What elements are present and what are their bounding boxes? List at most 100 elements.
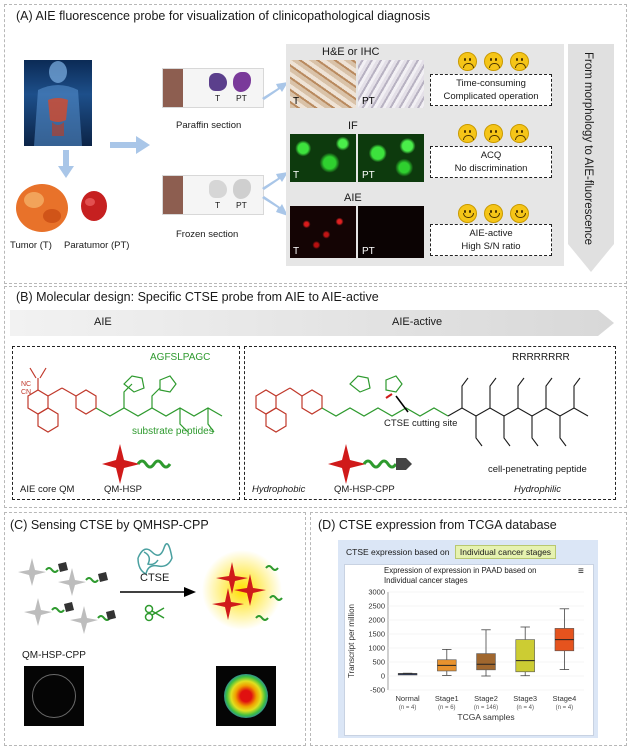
x-count-label: (n = 6) (438, 705, 456, 711)
aie-pt-tag: PT (362, 246, 375, 257)
y-tick-label: 1500 (368, 630, 385, 639)
paraffin-tumor-tissue (209, 73, 227, 91)
paraffin-pt-label: PT (236, 93, 247, 103)
banner-aie-active: AIE-active (392, 316, 443, 328)
morphology-to-aie-text: From morphology to AIE-fluorescence (582, 52, 594, 246)
ctse-cutting-site-label: CTSE cutting site (384, 418, 458, 429)
qm-hsp-label: QM-HSP (104, 484, 142, 495)
qm-hsp-structure: NC CN (21, 367, 223, 433)
panel-b-title: (B) Molecular design: Specific CTSE prob… (16, 290, 379, 304)
hydrophobic-label: Hydrophobic (252, 484, 306, 495)
qm-hsp-cpp-c-label: QM-HSP-CPP (22, 650, 86, 661)
x-category-label: Stage3 (513, 694, 537, 703)
y-tick-label: 3000 (368, 588, 385, 597)
sad-face-icon (458, 124, 477, 143)
he-tumor-image: T (290, 60, 356, 108)
if-line2: No discrimination (454, 163, 528, 174)
y-tick-label: 0 (381, 672, 385, 681)
body-figure-icon (34, 61, 82, 146)
tcga-boxplot: 3000 2500 2000 1500 1000 500 0 -500 Transcript p… (347, 588, 584, 722)
y-tick-label: 2500 (368, 602, 385, 611)
down-arrow-icon (58, 150, 74, 178)
if-pt-tag: PT (362, 170, 375, 181)
if-line1: ACQ (480, 150, 502, 161)
he-pt-tag: PT (362, 96, 375, 107)
tcga-header: CTSE expression based on Individual canc… (346, 544, 557, 560)
aie-design-box (12, 346, 240, 500)
arrow-to-he-icon (262, 82, 288, 100)
x-count-label: (n = 146) (474, 705, 498, 711)
ctse-enzyme-icon (137, 543, 173, 576)
if-method-label: IF (348, 120, 358, 132)
tumor-label: Tumor (T) (10, 240, 52, 251)
svg-text:NC: NC (21, 381, 31, 388)
he-line2: Complicated operation (443, 91, 539, 102)
aie-advantage-box: AIE-active High S/N ratio (430, 224, 552, 256)
aie-tumor-image: T (290, 206, 356, 258)
if-tumor-image: T (290, 134, 356, 182)
tcga-menu-icon[interactable]: ≡ (578, 566, 584, 577)
happy-face-icon (510, 204, 529, 223)
tcga-plot-card (344, 564, 594, 736)
frozen-label: Frozen section (176, 229, 239, 240)
tcga-chart-frame: CTSE expression based on Individual canc… (338, 540, 598, 738)
box-stage3 (515, 639, 535, 673)
substrate-peptides-label: substrate peptides (132, 426, 214, 437)
x-count-label: (n = 4) (556, 705, 574, 711)
arrow-to-aie-icon (262, 196, 288, 216)
scissors-icon (144, 604, 165, 622)
qm-hsp-cpp-label: QM-HSP-CPP (334, 484, 395, 495)
ctse-enzyme-label: CTSE (140, 572, 170, 584)
paraffin-t-label: T (215, 93, 221, 103)
frozen-tumor-tissue (209, 180, 227, 198)
box-stage2 (476, 653, 496, 671)
qm-hsp-cpp-probe-icon (328, 444, 412, 484)
aie-active-design-box (244, 346, 616, 500)
if-t-tag: T (293, 170, 300, 181)
panel-c (4, 512, 306, 746)
frozen-t-label: T (215, 200, 221, 210)
tcga-chart-title: Expression of expression in PAAD based o… (384, 566, 537, 585)
panel-a-title: (A) AIE fluorescence probe for visualiza… (16, 9, 431, 23)
reaction-arrow-icon (120, 587, 196, 597)
y-tick-label: -500 (370, 686, 385, 695)
sad-face-icon (458, 52, 477, 71)
he-drawback-box: Time-consuming Complicated operation (430, 74, 552, 106)
he-method-label: H&E or IHC (322, 46, 380, 58)
panel-d-title: (D) CTSE expression from TCGA database (318, 518, 557, 532)
svg-text:CN: CN (21, 389, 31, 396)
frozen-paratumor-tissue (233, 179, 251, 199)
panel-b (4, 286, 627, 508)
aie-paratumor-image: PT (358, 206, 424, 258)
x-count-label: (n = 4) (399, 705, 417, 711)
y-axis-label: Transcript per million (347, 604, 356, 678)
y-tick-label: 500 (372, 658, 385, 667)
aie-line1: AIE-active (469, 228, 513, 239)
x-category-label: Normal (396, 694, 421, 703)
sad-face-icon (510, 52, 529, 71)
paraffin-label: Paraffin section (176, 120, 242, 131)
tcga-header-tag[interactable]: Individual cancer stages (454, 545, 557, 559)
panel-a (4, 4, 627, 284)
tcga-header-prefix: CTSE expression based on (346, 547, 450, 557)
cpp-label: cell-penetrating peptide (488, 464, 587, 475)
right-arrow-icon (110, 136, 150, 154)
he-paratumor-image: PT (358, 60, 424, 108)
cpp-sequence: RRRRRRRR (512, 352, 570, 363)
y-tick-label: 1000 (368, 644, 385, 653)
body-xray-image (24, 60, 92, 146)
hydrophilic-label: Hydrophilic (514, 484, 561, 495)
panel-d (310, 512, 627, 746)
inactive-probes-image (18, 558, 116, 634)
x-category-label: Stage2 (474, 694, 498, 703)
aie-core-label: AIE core QM (20, 484, 75, 495)
happy-face-icon (458, 204, 477, 223)
paraffin-slide: T PT (162, 68, 264, 108)
aie-method-label: AIE (344, 192, 362, 204)
qm-hsp-cpp-structure (255, 375, 589, 447)
sad-face-icon (484, 124, 503, 143)
if-paratumor-image: PT (358, 134, 424, 182)
x-category-label: Stage4 (553, 694, 577, 703)
y-tick-label: 2000 (368, 616, 385, 625)
